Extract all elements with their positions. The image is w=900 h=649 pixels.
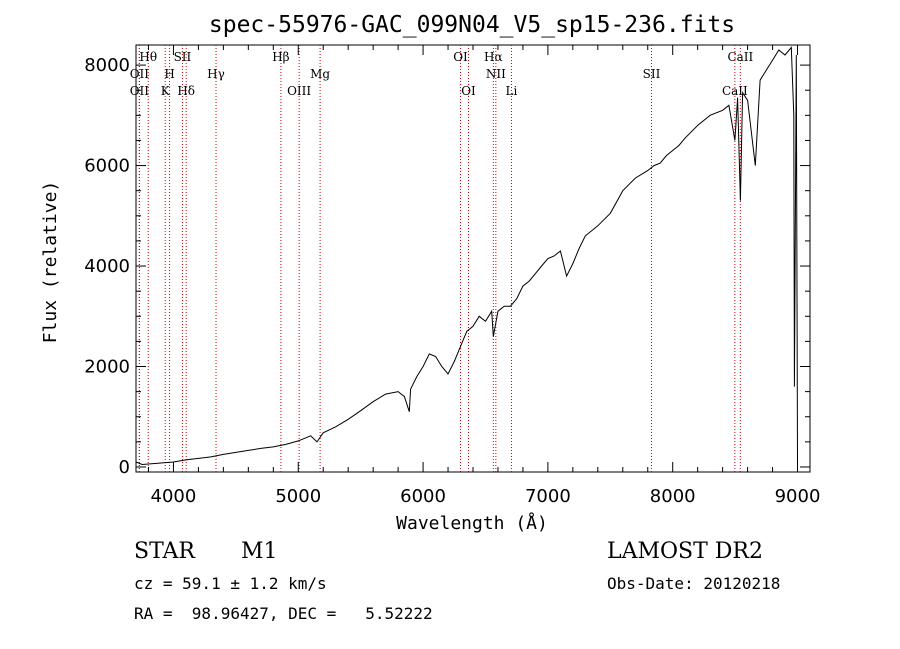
x-tick-label: 9000: [775, 486, 821, 507]
spectral-line-label: H: [164, 67, 174, 81]
spectral-line-label: Mg: [310, 67, 330, 81]
x-tick-label: 7000: [525, 486, 571, 507]
spectral-line-label: Hθ: [139, 50, 157, 64]
x-tick-label: 8000: [650, 486, 696, 507]
axis-ticks: 4000 5000 6000 7000 8000 9000 0 2000 4000 6000 800…: [84, 45, 820, 507]
coordinates: RA = 98.96427, DEC = 5.52222: [134, 604, 433, 623]
spectral-line-label: OI: [461, 84, 476, 98]
spectral-line-label: OI: [453, 50, 468, 64]
spectral-line-label: K: [161, 84, 171, 98]
y-tick-label: 6000: [84, 156, 130, 177]
subclass: M1: [241, 539, 278, 564]
spectral-line-label: SII: [174, 50, 192, 64]
x-tick-label: 4000: [151, 486, 197, 507]
y-axis-label: Flux (relative): [40, 181, 61, 344]
spectral-line-label: CaII: [727, 50, 753, 64]
y-tick-label: 8000: [84, 55, 130, 76]
survey-name: LAMOST DR2: [607, 539, 763, 564]
spectral-line-label: OII: [130, 84, 150, 98]
redshift-readout: cz = 59.1 ± 1.2 km/s: [134, 574, 327, 593]
x-tick-label: 5000: [275, 486, 321, 507]
x-axis-label: Wavelength (Å): [396, 512, 548, 534]
object-type: STAR: [134, 539, 195, 564]
spectral-line-label: SII: [643, 67, 661, 81]
spectral-line-label: Li: [506, 84, 518, 98]
chart-title: spec-55976-GAC_099N04_V5_sp15-236.fits: [209, 12, 735, 38]
spectral-line-label: OII: [130, 67, 150, 81]
spectral-line-label: OIII: [287, 84, 311, 98]
spectral-line-label: Hγ: [207, 67, 225, 81]
spectral-line-label: NII: [486, 67, 506, 81]
spectral-line-label: Hα: [484, 50, 503, 64]
obs-date: Obs-Date: 20120218: [607, 574, 781, 593]
spectral-line-label: Hδ: [177, 84, 195, 98]
plot-frame: [135, 44, 811, 473]
x-tick-label: 6000: [400, 486, 446, 507]
spectral-line-label: Hβ: [272, 50, 289, 64]
y-tick-label: 0: [119, 457, 130, 478]
y-tick-label: 2000: [84, 357, 130, 378]
y-tick-label: 4000: [84, 256, 130, 277]
spectral-line-label: CaII: [722, 84, 748, 98]
spectrum-line: [135, 46, 798, 466]
